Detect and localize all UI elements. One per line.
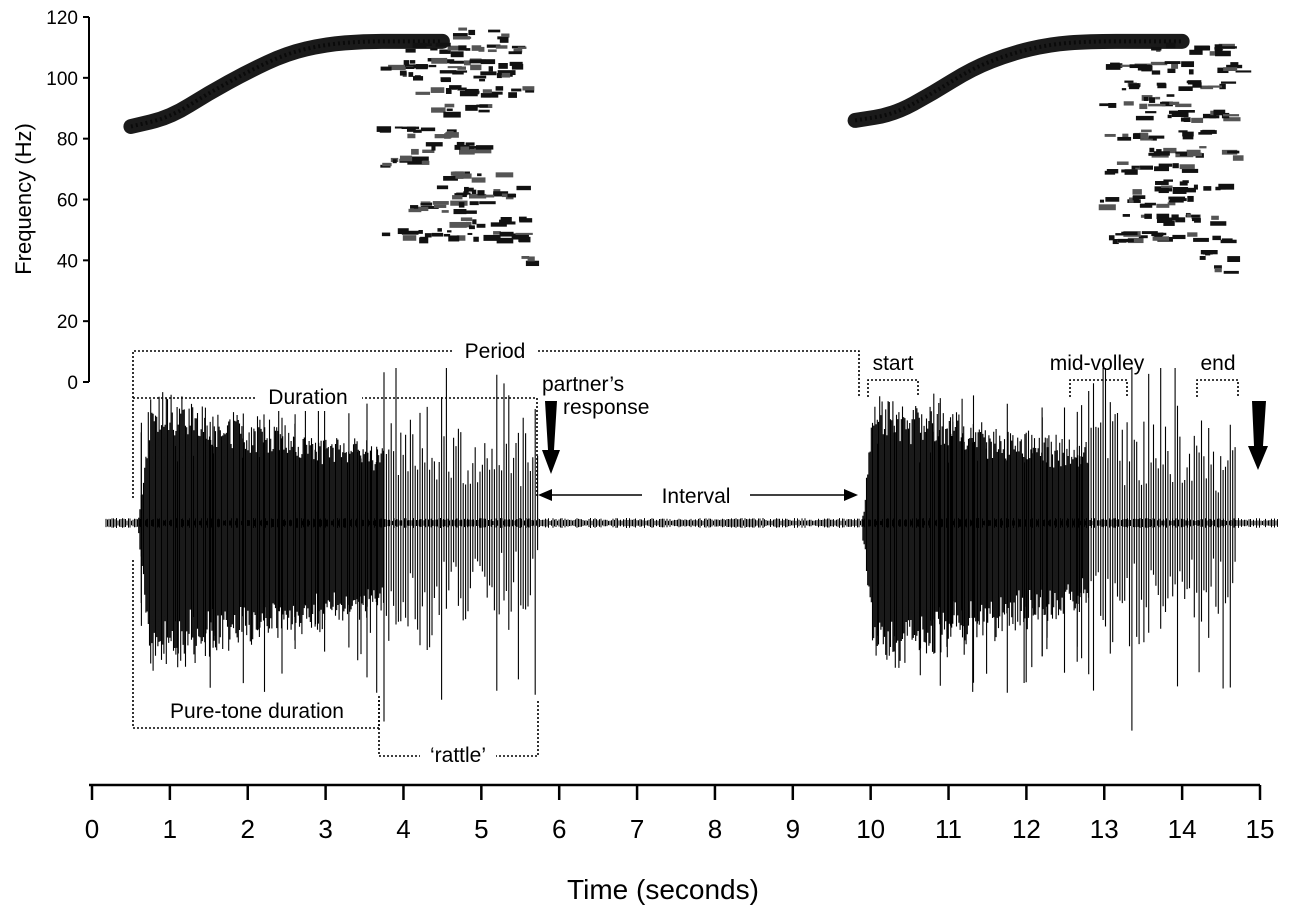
rattle-band xyxy=(1214,265,1239,274)
x-ticks: 0 1 2 3 4 5 6 7 8 9 10 11 12 13 14 15 xyxy=(85,785,1275,844)
rattle-band xyxy=(411,141,494,155)
pure-tone-trace xyxy=(123,33,450,134)
y-tick-label: 60 xyxy=(57,191,78,212)
rattle-band xyxy=(380,155,430,168)
pure-tone-duration-label: Pure-tone duration xyxy=(170,700,344,723)
x-tick-label: 14 xyxy=(1168,814,1197,844)
y-tick-label: 100 xyxy=(46,69,78,90)
rattle-band xyxy=(443,171,514,183)
rattle-band xyxy=(1105,61,1252,75)
x-tick-label: 6 xyxy=(552,814,566,844)
waveform xyxy=(105,368,1278,731)
x-tick-label: 7 xyxy=(630,814,644,844)
rattle-band xyxy=(431,103,493,118)
mid-volley-bracket xyxy=(1069,379,1128,397)
rattle-band xyxy=(1104,129,1217,141)
x-tick-label: 3 xyxy=(318,814,332,844)
x-axis-title: Time (seconds) xyxy=(567,874,759,905)
rattle-band xyxy=(521,255,540,267)
x-tick-label: 15 xyxy=(1246,814,1275,844)
rattle-band xyxy=(1148,146,1244,161)
period-label: Period xyxy=(465,340,526,363)
end-bracket xyxy=(1196,379,1239,397)
x-tick-label: 0 xyxy=(85,814,99,844)
response-arrow-icon xyxy=(542,401,560,474)
rattle-band xyxy=(376,126,459,139)
spectrogram xyxy=(123,27,1252,274)
response-arrow-icon-2 xyxy=(1248,401,1268,470)
y-ticks: 0 20 40 60 80 100 120 xyxy=(46,8,89,394)
interval-label: Interval xyxy=(662,485,731,508)
pure-tone-duration-bracket xyxy=(132,560,380,729)
x-tick-label: 12 xyxy=(1012,814,1041,844)
x-tick-label: 10 xyxy=(856,814,885,844)
x-tick-label: 1 xyxy=(163,814,177,844)
duration-label: Duration xyxy=(268,386,347,409)
rattle-band xyxy=(1135,109,1241,123)
rattle-band xyxy=(405,42,527,58)
rattle-band xyxy=(1104,161,1199,175)
rattle-band xyxy=(1108,231,1237,245)
rattle-band xyxy=(1122,212,1227,226)
x-tick-label: 9 xyxy=(786,814,800,844)
y-tick-label: 40 xyxy=(57,251,78,272)
y-tick-label: 80 xyxy=(57,130,78,151)
rattle-band xyxy=(1121,80,1237,91)
start-label: start xyxy=(873,352,914,375)
x-axis: 0 1 2 3 4 5 6 7 8 9 10 11 12 13 14 15 Time (seconds) xyxy=(85,783,1275,905)
y-tick-label: 120 xyxy=(46,8,78,29)
rattle-band xyxy=(1199,250,1241,262)
pure-tone-trace xyxy=(847,33,1190,128)
rattle-band xyxy=(1132,179,1235,195)
x-tick-label: 13 xyxy=(1090,814,1119,844)
rattle-band xyxy=(415,85,535,98)
rattle-band xyxy=(1099,94,1192,110)
waveform-call xyxy=(138,368,539,722)
x-tick-label: 8 xyxy=(708,814,722,844)
y-tick-label: 0 xyxy=(67,373,78,394)
rattle-band xyxy=(449,216,533,230)
x-tick-label: 4 xyxy=(396,814,410,844)
x-tick-label: 11 xyxy=(935,814,962,844)
rattle-band xyxy=(436,185,531,200)
interval-arrow: Interval xyxy=(538,485,858,508)
y-tick-label: 20 xyxy=(57,312,78,333)
end-label: end xyxy=(1200,352,1235,375)
waveform-call xyxy=(862,368,1236,731)
rattle-label: ‘rattle’ xyxy=(430,744,486,767)
x-tick-label: 2 xyxy=(240,814,254,844)
partners-response-label-line2: response xyxy=(563,396,649,419)
start-bracket xyxy=(867,379,919,397)
rattle-band xyxy=(381,228,533,244)
rattle-band xyxy=(408,200,496,215)
rattle-band xyxy=(452,27,510,43)
x-tick-label: 5 xyxy=(474,814,488,844)
partners-response-label-line1: partner’s xyxy=(542,373,624,396)
y-axis: 0 20 40 60 80 100 120 Frequency (Hz) xyxy=(11,8,90,394)
rattle-bracket xyxy=(378,700,539,757)
mid-volley-label: mid-volley xyxy=(1050,352,1145,375)
y-axis-title: Frequency (Hz) xyxy=(11,123,36,275)
rattle-band xyxy=(380,57,524,72)
rattle-band xyxy=(1151,42,1237,57)
rattle-band xyxy=(399,70,516,83)
rattle-band xyxy=(1098,195,1194,211)
